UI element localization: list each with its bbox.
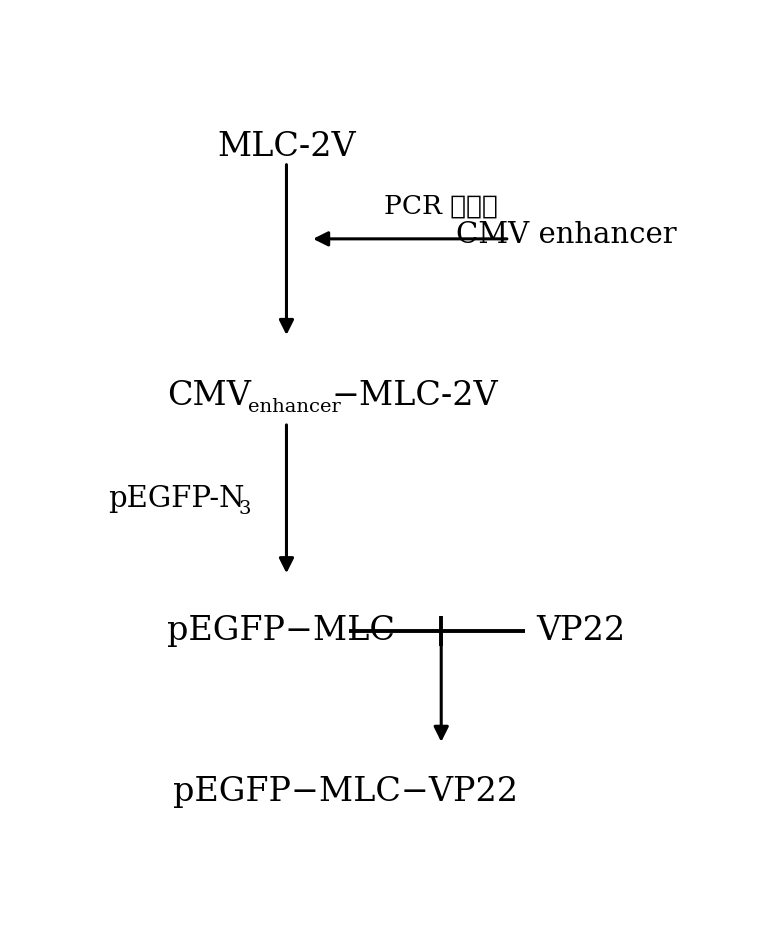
Text: 3: 3 [239, 500, 251, 518]
Text: CMV: CMV [167, 381, 251, 412]
Text: PCR 连接法: PCR 连接法 [384, 193, 498, 218]
Text: CMV enhancer: CMV enhancer [456, 221, 677, 249]
Text: −MLC-2V: −MLC-2V [331, 381, 498, 412]
Text: enhancer: enhancer [248, 399, 340, 416]
Text: VP22: VP22 [537, 615, 626, 647]
Text: pEGFP-N: pEGFP-N [108, 486, 244, 513]
Text: pEGFP−MLC: pEGFP−MLC [167, 615, 396, 647]
Text: MLC-2V: MLC-2V [217, 131, 356, 163]
Text: pEGFP−MLC−VP22: pEGFP−MLC−VP22 [174, 776, 518, 808]
